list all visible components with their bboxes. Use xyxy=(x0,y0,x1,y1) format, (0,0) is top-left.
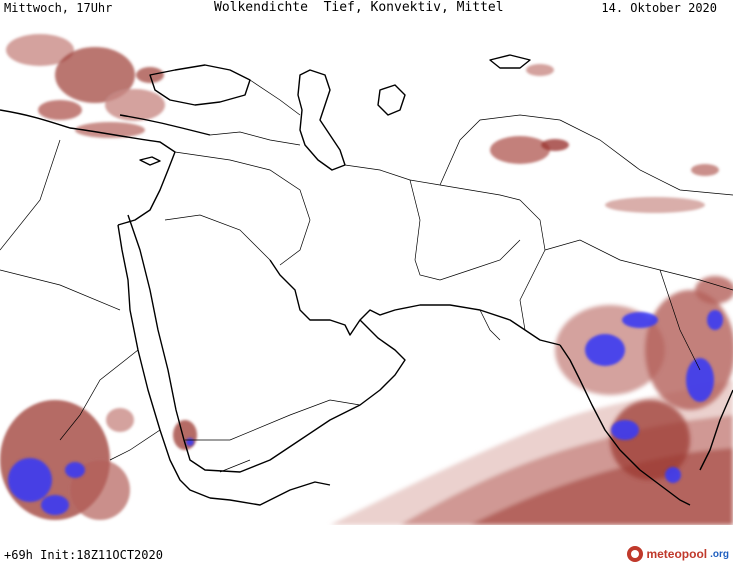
cloud-area-europe xyxy=(6,34,165,138)
brand-tld: .org xyxy=(710,548,729,560)
meteopool-logo-icon xyxy=(627,546,644,562)
forecast-date: 14. Oktober 2020 xyxy=(601,1,717,15)
map-title: Wolkendichte Tief, Konvektiv, Mittel xyxy=(214,0,504,15)
model-run-info: +69h Init:18Z11OCT2020 xyxy=(4,548,163,562)
brand-name: meteopool xyxy=(646,547,708,561)
weather-map[interactable] xyxy=(0,20,733,525)
convective-cores xyxy=(8,310,723,515)
country-borders xyxy=(0,79,733,473)
meteopool-logo[interactable]: meteopool .org xyxy=(627,544,729,564)
cloud-area-central-asia xyxy=(490,64,719,213)
coastlines xyxy=(0,54,733,506)
forecast-day-time: Mittwoch, 17Uhr xyxy=(4,1,113,15)
cloud-field-layer xyxy=(0,34,733,525)
map-canvas xyxy=(0,34,733,525)
